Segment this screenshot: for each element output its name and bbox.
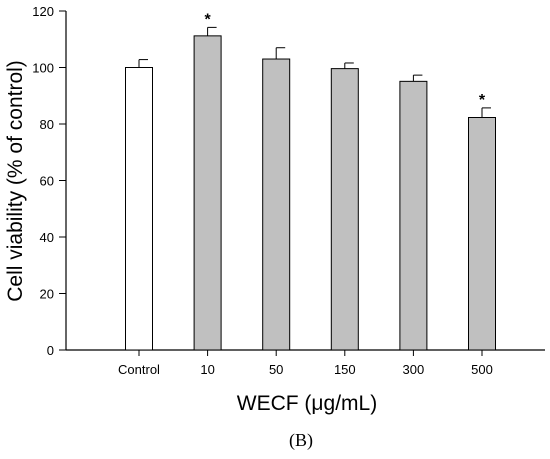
- bar: [330, 68, 359, 351]
- significance-marker: *: [479, 92, 486, 109]
- bar: [193, 35, 222, 351]
- panel-label: (B): [289, 430, 313, 451]
- y-tick-label: 120: [32, 4, 54, 19]
- bar: [125, 67, 153, 351]
- y-tick-label: 0: [47, 343, 54, 358]
- bar: [399, 80, 428, 351]
- y-tick-label: 100: [32, 61, 54, 76]
- y-tick-label: 60: [40, 174, 54, 189]
- axes: 0 20 40 60 80 100 120 Control 10 50 150 300 500: [32, 4, 545, 377]
- y-tick-label: 80: [40, 117, 54, 132]
- x-tick-label: 300: [403, 362, 425, 377]
- bar: [262, 58, 291, 351]
- x-tick-label: 500: [471, 362, 493, 377]
- y-tick-label: 40: [40, 230, 54, 245]
- bar: [468, 117, 496, 351]
- x-tick-label: 150: [334, 362, 356, 377]
- y-axis-title: Cell viability (% of control): [4, 60, 27, 302]
- x-tick-label: Control: [118, 362, 160, 377]
- y-tick-label: 20: [40, 287, 54, 302]
- x-axis-title: WECF (μg/mL): [237, 392, 377, 415]
- x-tick-label: 10: [200, 362, 214, 377]
- bars: **: [125, 11, 496, 351]
- x-tick-label: 50: [269, 362, 283, 377]
- significance-marker: *: [204, 11, 211, 28]
